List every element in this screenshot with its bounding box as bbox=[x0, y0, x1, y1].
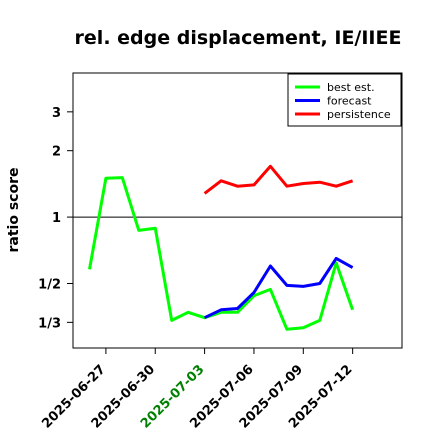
y-tick-label: 3 bbox=[52, 106, 61, 121]
legend-label: persistence bbox=[327, 108, 391, 121]
y-tick-label: 2 bbox=[52, 145, 61, 160]
legend-label: forecast bbox=[327, 95, 372, 108]
chart-title: rel. edge displacement, IE/IIEE bbox=[75, 27, 402, 49]
series-line-forecast bbox=[203, 256, 354, 320]
y-axis-label: ratio score bbox=[6, 168, 22, 253]
plot-frame bbox=[72, 72, 403, 349]
series-line-best-est bbox=[88, 176, 355, 331]
y-tick-label: 1/2 bbox=[38, 277, 61, 292]
legend-label: best est. bbox=[327, 81, 375, 94]
y-tick-label: 1 bbox=[52, 211, 61, 226]
plot-area: 1/31/21232025-06-272025-06-302025-07-032… bbox=[38, 72, 403, 432]
y-tick-label: 1/3 bbox=[38, 316, 61, 331]
series-line-persistence bbox=[203, 164, 354, 195]
